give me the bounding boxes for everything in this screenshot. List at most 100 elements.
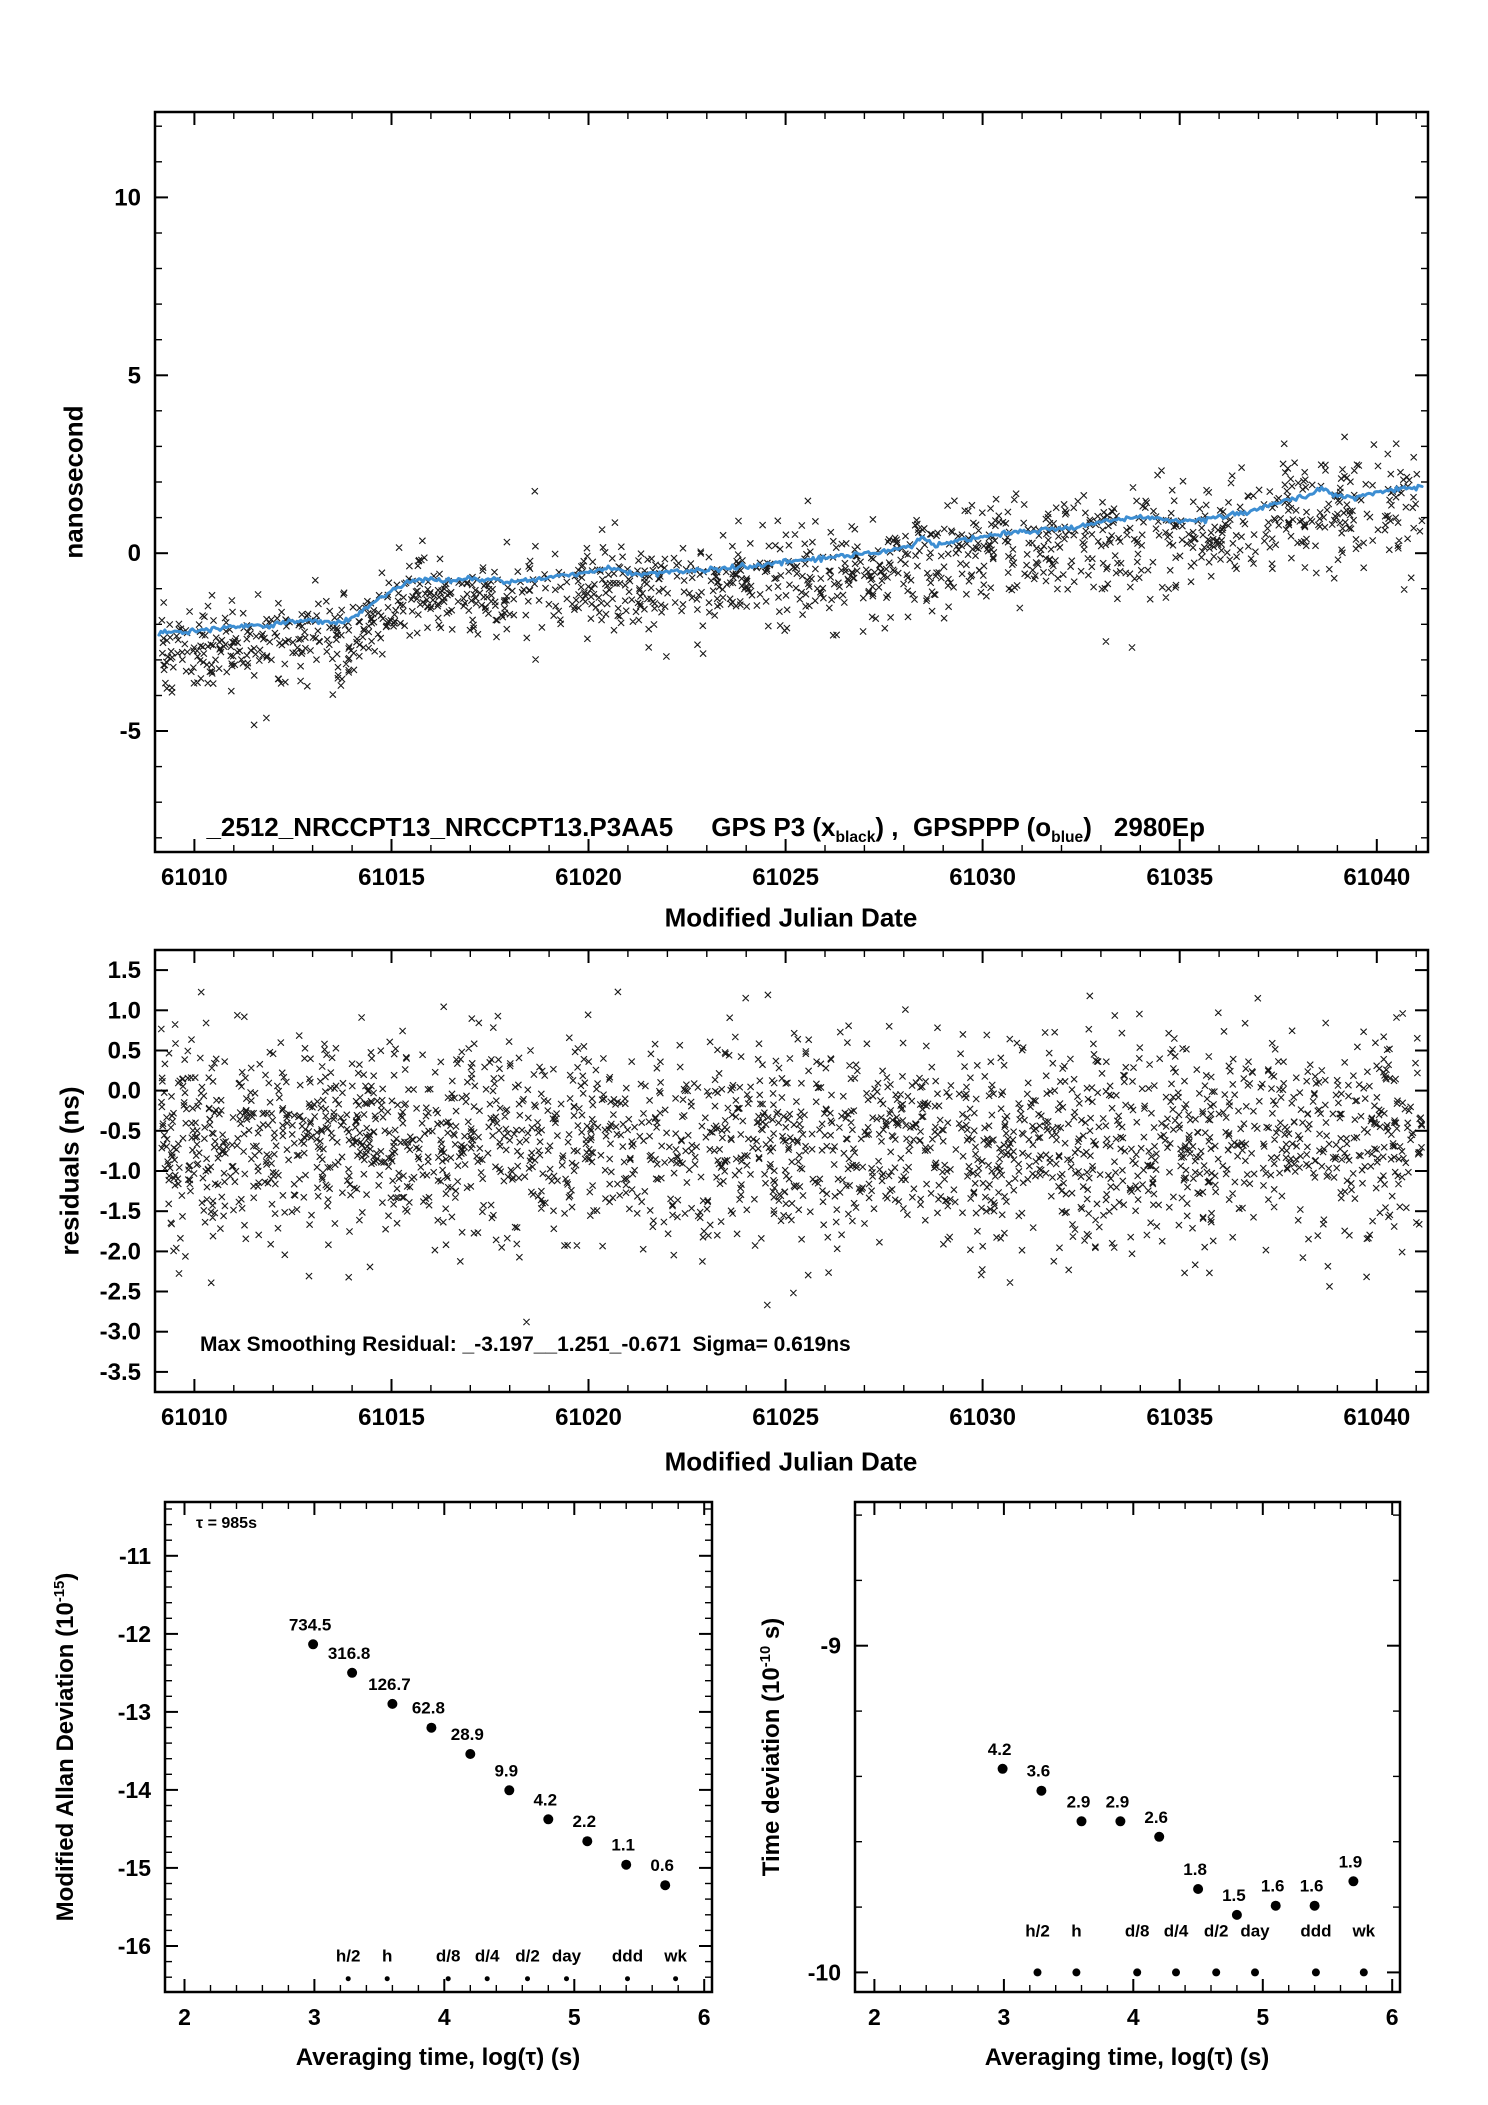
svg-text:-1.0: -1.0 [100,1158,141,1185]
svg-text:2.2: 2.2 [572,1812,596,1831]
tdev-points: 4.2 3.6 2.9 2.9 2.6 1.8 1.5 1.6 1.6 1.9 h/2 h d/8 d/4… [988,1740,1376,1977]
svg-text:ddd: ddd [612,1947,643,1966]
svg-text:-0.5: -0.5 [100,1118,141,1145]
x-axis-label-avg-time-right: Averaging time, log(τ) (s) [984,2044,1270,2071]
svg-text:-2.0: -2.0 [100,1238,141,1265]
svg-text:-3.0: -3.0 [100,1319,141,1346]
svg-text:wk: wk [663,1947,687,1966]
svg-text:4.2: 4.2 [988,1740,1012,1759]
run-id: _2512_NRCCPT13_NRCCPT13.P3AA5 [206,812,674,842]
svg-text:-16: -16 [118,1933,151,1959]
svg-text:6: 6 [1386,2004,1399,2030]
svg-text:126.7: 126.7 [368,1675,411,1694]
svg-text:28.9: 28.9 [451,1725,484,1744]
residuals-scatter [157,988,1426,1326]
svg-text:4: 4 [1127,2004,1140,2030]
svg-text:3.6: 3.6 [1027,1762,1051,1781]
svg-text:h: h [382,1947,392,1966]
ppp-marker-color: blue [1051,829,1084,847]
y-axis-label-tdev: Time deviation (10-10 s) [758,1617,785,1877]
svg-text:-1.5: -1.5 [100,1198,141,1225]
svg-text:61010: 61010 [161,864,228,891]
panel1-axes: 61010 61015 61020 61025 61030 61035 61040 10 5 0 -… [114,110,1430,891]
svg-text:61010: 61010 [161,1404,228,1431]
svg-text:1.6: 1.6 [1261,1877,1285,1896]
epoch-count: 2980Ep [1113,812,1205,842]
svg-text:61035: 61035 [1146,864,1213,891]
x-axis-label-avg-time-left: Averaging time, log(τ) (s) [295,2044,581,2071]
svg-text:h/2: h/2 [1025,1922,1050,1941]
svg-text:0.0: 0.0 [108,1078,141,1105]
svg-text:-5: -5 [120,718,141,745]
svg-text:-9: -9 [821,1633,841,1659]
svg-text:0.5: 0.5 [108,1038,141,1065]
svg-text:2.6: 2.6 [1144,1808,1168,1827]
svg-text:0.6: 0.6 [650,1856,674,1875]
svg-text:5: 5 [568,2004,581,2030]
svg-text:-15: -15 [118,1855,151,1881]
svg-text:-2.5: -2.5 [100,1279,141,1306]
svg-text:5: 5 [1256,2004,1269,2030]
svg-text:61025: 61025 [752,864,819,891]
svg-text:h/2: h/2 [336,1947,361,1966]
svg-text:-10: -10 [808,1959,841,1985]
svg-text:3: 3 [308,2004,321,2030]
residual-stats-note: Max Smoothing Residual: _-3.197__1.251_-… [200,1333,851,1356]
svg-text:day: day [1240,1922,1270,1941]
svg-text:61015: 61015 [358,1404,425,1431]
svg-text:d/2: d/2 [1204,1922,1229,1941]
svg-text:734.5: 734.5 [289,1615,332,1634]
svg-text:1.6: 1.6 [1300,1877,1324,1896]
svg-text:day: day [552,1947,582,1966]
svg-text:h: h [1071,1922,1081,1941]
svg-text:6: 6 [698,2004,711,2030]
svg-text:61030: 61030 [949,1404,1016,1431]
svg-text:-3.5: -3.5 [100,1359,141,1386]
svg-text:-11: -11 [119,1543,151,1569]
y-axis-label-residuals: residuals (ns) [54,1086,85,1256]
gps-marker-color: black [835,829,876,847]
svg-text:62.8: 62.8 [412,1699,445,1718]
svg-text:1.5: 1.5 [1222,1886,1246,1905]
legend-mid: ) , GPSPPP (o [875,812,1052,842]
svg-text:61015: 61015 [358,864,425,891]
run-legend: _2512_NRCCPT13_NRCCPT13.P3AA5 GPS P3 (xbl… [192,781,1205,847]
svg-text:1.9: 1.9 [1339,1852,1363,1871]
svg-text:d/4: d/4 [1164,1922,1189,1941]
gps-series-label: GPS P3 (x [711,812,836,842]
svg-text:4.2: 4.2 [533,1790,557,1809]
svg-text:-12: -12 [118,1621,151,1647]
svg-text:1.0: 1.0 [108,997,141,1024]
svg-text:wk: wk [1351,1922,1375,1941]
svg-text:1.8: 1.8 [1183,1860,1207,1879]
y-axis-label-nanosecond: nanosecond [58,405,89,559]
svg-text:61020: 61020 [555,1404,622,1431]
tau-note: τ = 985s [196,1515,257,1532]
x-axis-label-mjd-mid: Modified Julian Date [664,1446,918,1477]
svg-text:2: 2 [868,2004,881,2030]
svg-text:1.1: 1.1 [611,1836,635,1855]
svg-text:61040: 61040 [1343,1404,1410,1431]
gps-p3-scatter [158,433,1426,729]
svg-text:1.5: 1.5 [108,957,141,984]
svg-text:61030: 61030 [949,864,1016,891]
svg-text:5: 5 [128,362,141,389]
panel3-axes: 2 3 4 5 6 -11 -12 -13 -14 -15 -16 [118,1500,714,2030]
tdev-exponent: -10 [758,1645,774,1668]
mdev-points: 734.5 316.8 126.762.8 28.9 9.9 4.2 2.2 1.1 0.6 h/… [289,1615,687,1982]
svg-text:61040: 61040 [1343,864,1410,891]
svg-text:d/8: d/8 [436,1947,461,1966]
gpsppp-trace [157,483,1424,637]
svg-text:61035: 61035 [1146,1404,1213,1431]
x-axis-label-mjd-top: Modified Julian Date [664,902,918,933]
svg-text:4: 4 [438,2004,451,2030]
svg-text:d/2: d/2 [515,1947,540,1966]
y-axis-label-mdev: Modified Allan Deviation (10-15) [52,1572,79,1922]
svg-text:2.9: 2.9 [1067,1792,1091,1811]
svg-text:ddd: ddd [1300,1922,1331,1941]
svg-text:0: 0 [128,540,141,567]
svg-text:2.9: 2.9 [1106,1792,1130,1811]
svg-text:10: 10 [114,184,141,211]
svg-text:d/4: d/4 [475,1947,500,1966]
